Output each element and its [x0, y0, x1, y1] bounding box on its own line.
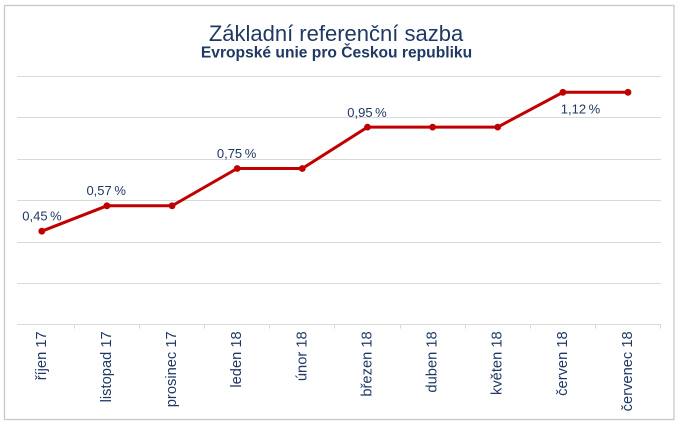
- svg-text:0,75 %: 0,75 %: [217, 146, 257, 161]
- svg-text:říjen 17: říjen 17: [34, 331, 50, 380]
- svg-text:Evropské unie pro Českou repub: Evropské unie pro Českou republiku: [201, 43, 472, 62]
- svg-text:duben 18: duben 18: [425, 331, 441, 392]
- svg-text:listopad 17: listopad 17: [99, 331, 115, 402]
- svg-text:květen 18: květen 18: [490, 331, 506, 395]
- svg-text:leden 18: leden 18: [229, 331, 245, 387]
- svg-text:únor 18: únor 18: [294, 331, 310, 381]
- svg-text:1,12 %: 1,12 %: [561, 101, 601, 116]
- svg-text:0,57 %: 0,57 %: [86, 183, 126, 198]
- svg-text:Základní referenční sazba: Základní referenční sazba: [209, 21, 464, 46]
- svg-text:březen 18: březen 18: [360, 331, 376, 396]
- svg-text:0,45 %: 0,45 %: [22, 208, 62, 223]
- svg-text:červen 18: červen 18: [555, 331, 571, 396]
- svg-text:prosinec 17: prosinec 17: [164, 331, 180, 407]
- svg-text:červenec 18: červenec 18: [620, 331, 636, 411]
- svg-text:0,95 %: 0,95 %: [347, 105, 387, 120]
